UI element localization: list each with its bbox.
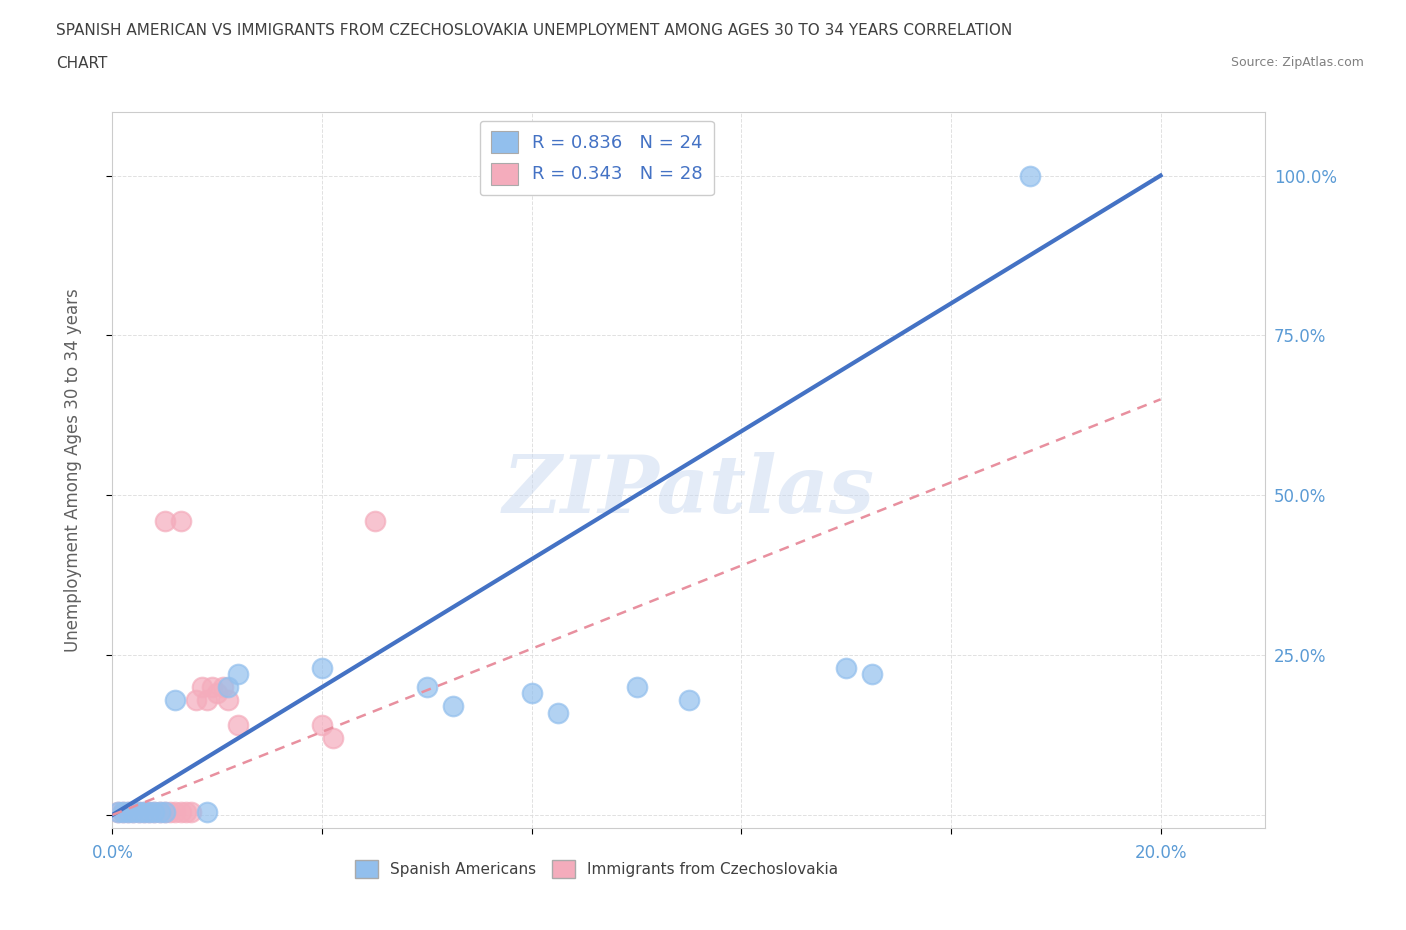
- Point: [153, 513, 176, 528]
- Point: [149, 804, 172, 819]
- Point: [226, 667, 249, 682]
- Point: [107, 804, 129, 819]
- Point: [111, 804, 134, 819]
- Point: [143, 804, 166, 819]
- Y-axis label: Unemployment Among Ages 30 to 34 years: Unemployment Among Ages 30 to 34 years: [63, 287, 82, 652]
- Point: [165, 804, 187, 819]
- Point: [149, 804, 172, 819]
- Point: [626, 680, 648, 695]
- Point: [363, 513, 385, 528]
- Point: [311, 660, 333, 675]
- Point: [111, 804, 134, 819]
- Point: [159, 804, 181, 819]
- Point: [169, 513, 191, 528]
- Point: [132, 804, 155, 819]
- Point: [132, 804, 155, 819]
- Text: ZIPatlas: ZIPatlas: [503, 452, 875, 530]
- Point: [211, 680, 233, 695]
- Point: [195, 804, 218, 819]
- Point: [143, 804, 166, 819]
- Text: SPANISH AMERICAN VS IMMIGRANTS FROM CZECHOSLOVAKIA UNEMPLOYMENT AMONG AGES 30 TO: SPANISH AMERICAN VS IMMIGRANTS FROM CZEC…: [56, 23, 1012, 38]
- Point: [217, 692, 239, 708]
- Point: [128, 804, 150, 819]
- Point: [153, 804, 176, 819]
- Point: [153, 804, 176, 819]
- Point: [201, 680, 224, 695]
- Text: Source: ZipAtlas.com: Source: ZipAtlas.com: [1230, 56, 1364, 69]
- Point: [117, 804, 139, 819]
- Point: [835, 660, 858, 675]
- Point: [416, 680, 439, 695]
- Point: [311, 718, 333, 733]
- Point: [165, 692, 187, 708]
- Point: [1018, 168, 1040, 183]
- Legend: Spanish Americans, Immigrants from Czechoslovakia: Spanish Americans, Immigrants from Czech…: [349, 854, 844, 884]
- Point: [520, 686, 543, 701]
- Point: [441, 698, 464, 713]
- Point: [217, 680, 239, 695]
- Point: [174, 804, 197, 819]
- Point: [186, 692, 208, 708]
- Point: [117, 804, 139, 819]
- Point: [195, 692, 218, 708]
- Point: [169, 804, 191, 819]
- Point: [547, 705, 569, 720]
- Point: [128, 804, 150, 819]
- Point: [678, 692, 700, 708]
- Text: CHART: CHART: [56, 56, 108, 71]
- Point: [122, 804, 145, 819]
- Point: [138, 804, 160, 819]
- Point: [190, 680, 212, 695]
- Point: [180, 804, 202, 819]
- Point: [322, 731, 344, 746]
- Point: [860, 667, 883, 682]
- Point: [226, 718, 249, 733]
- Point: [138, 804, 160, 819]
- Point: [107, 804, 129, 819]
- Point: [122, 804, 145, 819]
- Point: [207, 686, 229, 701]
